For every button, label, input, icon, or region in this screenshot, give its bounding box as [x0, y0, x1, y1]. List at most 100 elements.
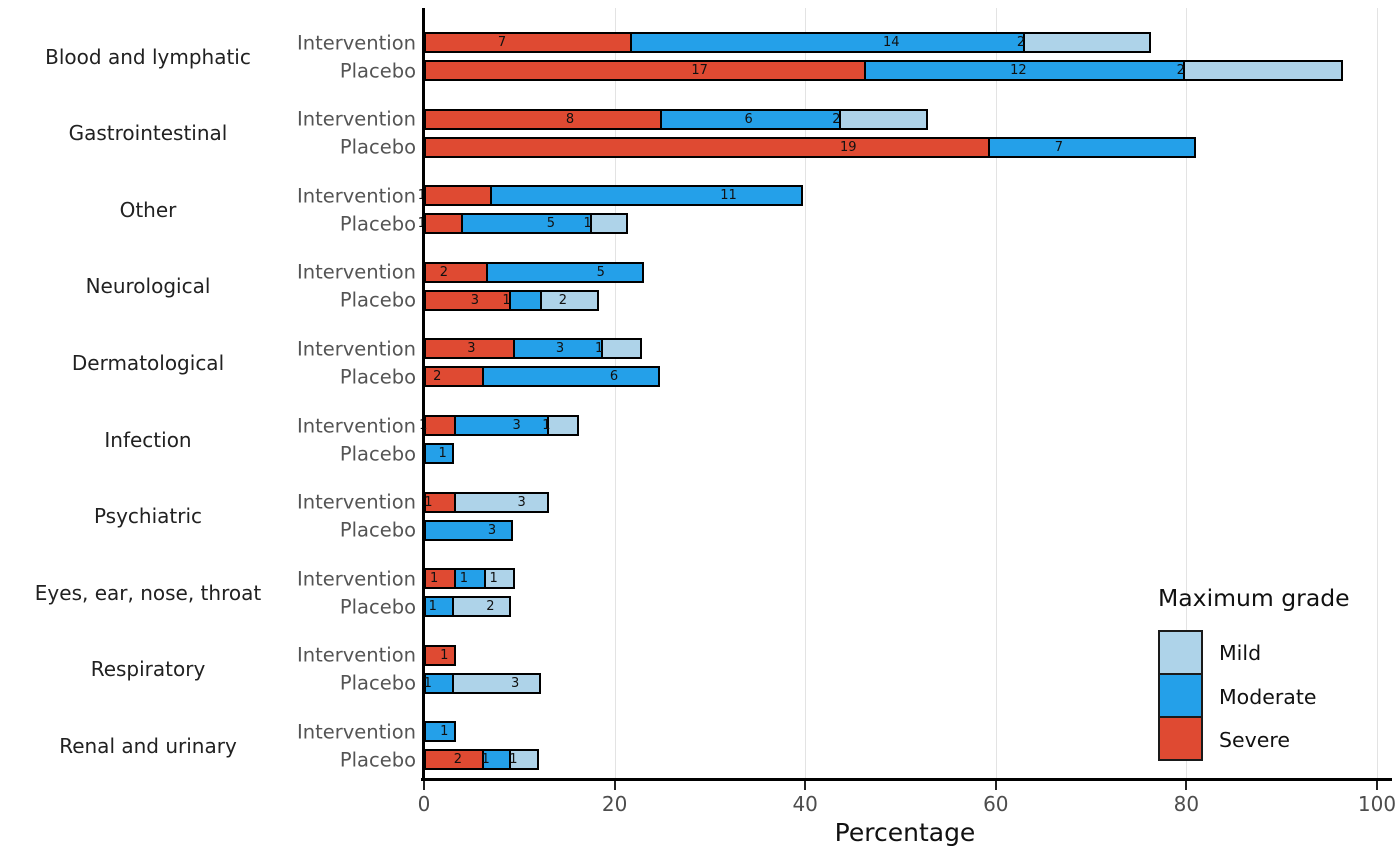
bar-count-label: 2: [1016, 35, 1026, 50]
group-label: Intervention: [296, 31, 416, 54]
stacked-bar: 3 1 2: [424, 289, 599, 311]
bar-segment-mild: 3: [451, 672, 542, 694]
bar-count-label: 1: [481, 752, 490, 768]
bar-segment-severe: 1: [424, 568, 456, 590]
x-tick: [1185, 781, 1188, 790]
group-label: Intervention: [296, 337, 416, 361]
category-label: Other: [119, 197, 177, 222]
group-label: Placebo: [339, 671, 416, 695]
bar-segment-moderate: 1: [424, 443, 454, 464]
stacked-bar: 19 7: [424, 136, 1197, 158]
category-label: Respiratory: [90, 657, 206, 682]
group-label: Intervention: [296, 490, 416, 514]
bar-count-label: 5: [596, 264, 605, 280]
bar-count-label: 2: [453, 752, 462, 768]
bar-segment-mild: 2: [451, 596, 512, 618]
bar-count-label: 1: [542, 418, 551, 433]
group-label: Intervention: [296, 107, 416, 131]
bar-count-label: 1: [489, 571, 498, 587]
bar-segment-mild: 1: [483, 568, 516, 590]
bar-count-label: 1: [424, 494, 433, 510]
bar-segment-moderate: 1: [424, 596, 454, 618]
legend-title: Maximum grade: [1158, 584, 1350, 612]
bar-segment-severe: 1: [424, 644, 456, 666]
category-label: Infection: [104, 427, 192, 452]
bar-segment-mild: 2: [540, 289, 599, 311]
bar-segment-moderate: 1: [453, 568, 486, 590]
bar-segment-moderate: 11: [490, 185, 804, 207]
stacked-bar: 1 5 1: [418, 213, 629, 235]
gridline: [614, 8, 616, 781]
bar-count-label: 11: [720, 188, 737, 204]
bar-segment-moderate: 1: [502, 289, 543, 311]
stacked-bar: 111: [418, 185, 804, 207]
stacked-bar: 1: [424, 443, 454, 464]
bar-count-label: 1: [440, 724, 449, 740]
bar-segment-moderate: 3: [453, 415, 550, 436]
bar-segment-moderate: 1: [424, 721, 456, 743]
category-label: Psychiatric: [93, 504, 203, 529]
x-tick: [613, 781, 616, 790]
bar-count-label: 8: [565, 111, 575, 127]
bar-segment-moderate: 3: [512, 338, 604, 360]
bar-count-label: 3: [512, 418, 521, 433]
bar-count-label: 1: [459, 571, 469, 587]
category-label: Gastrointestinal: [68, 121, 228, 146]
bar-count-label: 1: [583, 216, 592, 232]
bar-count-label: 1: [418, 189, 426, 202]
stacked-bar: 3 3 1: [424, 338, 643, 360]
x-tick-label: 40: [792, 792, 818, 816]
bar-segment-severe: 1: [419, 415, 456, 436]
bar-segment-severe: 7: [424, 32, 632, 53]
bar-count-label: 12: [1010, 63, 1027, 78]
group-label: Intervention: [296, 184, 416, 208]
bar-count-label: 1: [429, 571, 439, 587]
bar-segment-moderate: 1: [424, 672, 454, 694]
legend-keys: Mild Moderate Severe: [1158, 630, 1350, 761]
bar-count-label: 2: [558, 292, 567, 308]
bar-count-label: 3: [487, 522, 497, 538]
stacked-bar: 8 6 2: [424, 108, 929, 130]
x-tick: [1376, 781, 1378, 790]
bar-count-label: 19: [840, 139, 857, 155]
group-label: Intervention: [296, 567, 416, 591]
category-label: Eyes, ear, nose, throat: [34, 580, 262, 605]
x-tick: [423, 781, 425, 790]
bar-segment-severe: 1: [424, 491, 456, 513]
stacked-bar: 1: [424, 644, 456, 666]
bar-segment-mild: 3: [453, 491, 550, 513]
stacked-bar: 1 3 1: [419, 415, 579, 436]
bar-segment-severe: 8: [424, 108, 662, 130]
group-label: Placebo: [339, 59, 416, 82]
group-label: Intervention: [296, 260, 416, 284]
bar-segment-moderate: 12: [864, 60, 1185, 81]
legend-swatch-moderate: [1158, 673, 1203, 718]
group-label: Placebo: [339, 595, 416, 619]
bar-count-label: 6: [609, 369, 619, 385]
bar-count-label: 1: [440, 647, 449, 663]
x-axis-line: [421, 778, 1392, 781]
group-label: Intervention: [296, 414, 416, 437]
bar-count-label: 2: [439, 264, 449, 280]
bar-segment-severe: 17: [424, 60, 867, 81]
bar-segment-mild: 2: [832, 108, 929, 130]
bar-segment-severe: 3: [424, 338, 515, 360]
bar-count-label: 2: [832, 111, 841, 127]
stacked-bar: 7 14 2: [424, 32, 1151, 53]
group-label: Placebo: [339, 748, 416, 772]
legend-swatch-severe: [1158, 716, 1203, 761]
bar-count-label: 7: [497, 35, 507, 50]
legend: Maximum grade Mild Moderate Severe: [1158, 584, 1350, 761]
stacked-bar: 3: [424, 519, 514, 541]
x-tick-label: 60: [983, 792, 1009, 816]
category-label: Blood and lymphatic: [45, 44, 251, 69]
bar-segment-mild: 2: [1177, 60, 1344, 81]
bar-segment-moderate: 5: [460, 213, 592, 235]
group-label: Placebo: [339, 518, 416, 542]
bar-segment-moderate: 7: [987, 136, 1197, 158]
bar-segment-mild: 2: [1017, 32, 1151, 53]
group-label: Intervention: [296, 720, 416, 744]
